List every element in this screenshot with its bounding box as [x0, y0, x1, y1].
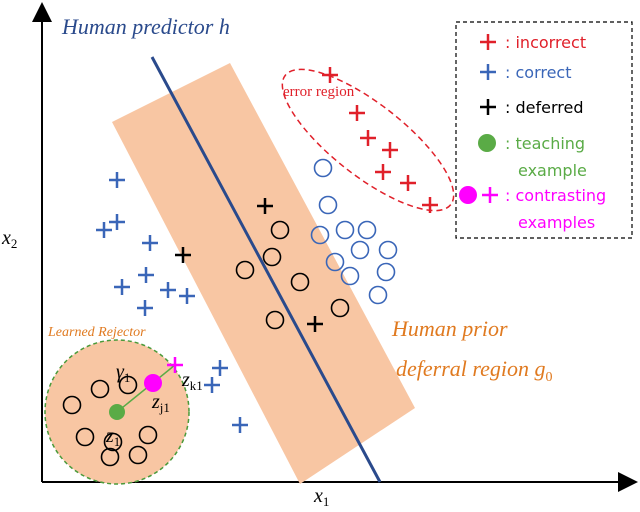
circle: [265, 310, 285, 330]
circle: [330, 298, 350, 318]
zj-label: zj1: [151, 391, 170, 415]
circle: [103, 432, 123, 452]
cross: [160, 282, 176, 298]
points: [62, 67, 438, 467]
cross: [382, 142, 398, 158]
y-axis-label: x2: [1, 227, 17, 251]
zk-label: zk1: [181, 369, 203, 393]
cross: [114, 279, 130, 295]
circle: [100, 447, 120, 467]
error-region: [281, 68, 455, 212]
cross: [480, 99, 496, 115]
cross: [375, 164, 391, 180]
circle: [318, 195, 338, 215]
circle: [340, 266, 360, 286]
circle: [128, 445, 148, 465]
cross: [175, 247, 191, 263]
legend-label: : correct: [505, 63, 572, 82]
cross: [349, 105, 365, 121]
contrast-point: [144, 374, 162, 392]
legend-label: : deferred: [505, 98, 583, 117]
cross: [307, 316, 323, 332]
cross: [167, 357, 183, 373]
cross: [257, 198, 273, 214]
legend-label: : teaching: [505, 134, 585, 153]
prior-region: [112, 63, 415, 484]
rejector-label: Learned Rejector: [47, 325, 146, 340]
legend-label: example: [518, 161, 587, 180]
error-label: error region: [283, 84, 355, 100]
cross: [137, 300, 153, 316]
circle: [313, 158, 333, 178]
circle: [90, 379, 110, 399]
cross: [96, 222, 112, 238]
legend-label: : contrasting: [505, 186, 606, 205]
x-axis-label: x1: [313, 485, 329, 509]
circle: [118, 375, 138, 395]
cross: [360, 130, 376, 146]
circle: [378, 240, 398, 260]
circle: [325, 252, 345, 272]
circle: [368, 285, 388, 305]
cross: [482, 187, 498, 203]
circle: [357, 220, 377, 240]
z1-label: z1: [105, 425, 120, 449]
predictor-line: [150, 56, 382, 483]
circle: [75, 427, 95, 447]
circle: [335, 220, 355, 240]
circle: [376, 262, 396, 282]
cross: [142, 235, 158, 251]
circle: [270, 220, 290, 240]
prior-label: Human prior: [391, 316, 508, 341]
circle: [310, 225, 330, 245]
legend: : incorrect : correct : deferred : teaching…: [459, 33, 606, 232]
legend-label: examples: [518, 213, 595, 232]
circle: [350, 240, 370, 260]
legend-dot: [459, 186, 477, 204]
prior-label: deferral region g0: [396, 356, 553, 385]
legend-box: [455, 21, 633, 239]
cross: [232, 417, 248, 433]
circle: [262, 247, 282, 267]
legend-dot: [478, 134, 496, 152]
teaching-point: [109, 404, 125, 420]
circle: [62, 395, 82, 415]
cross: [212, 360, 228, 376]
circle: [290, 272, 310, 292]
cross: [179, 288, 195, 304]
cross: [204, 377, 220, 393]
cross: [138, 267, 154, 283]
cross: [322, 67, 338, 83]
cross: [480, 34, 496, 50]
legend-label: : incorrect: [505, 33, 586, 52]
cross: [480, 64, 496, 80]
gamma-label: γ1: [116, 361, 130, 385]
circle: [235, 260, 255, 280]
cross: [109, 172, 125, 188]
title: Human predictor h: [61, 14, 230, 39]
cross: [400, 175, 416, 191]
circle: [138, 425, 158, 445]
cross: [422, 197, 438, 213]
cross: [109, 214, 125, 230]
